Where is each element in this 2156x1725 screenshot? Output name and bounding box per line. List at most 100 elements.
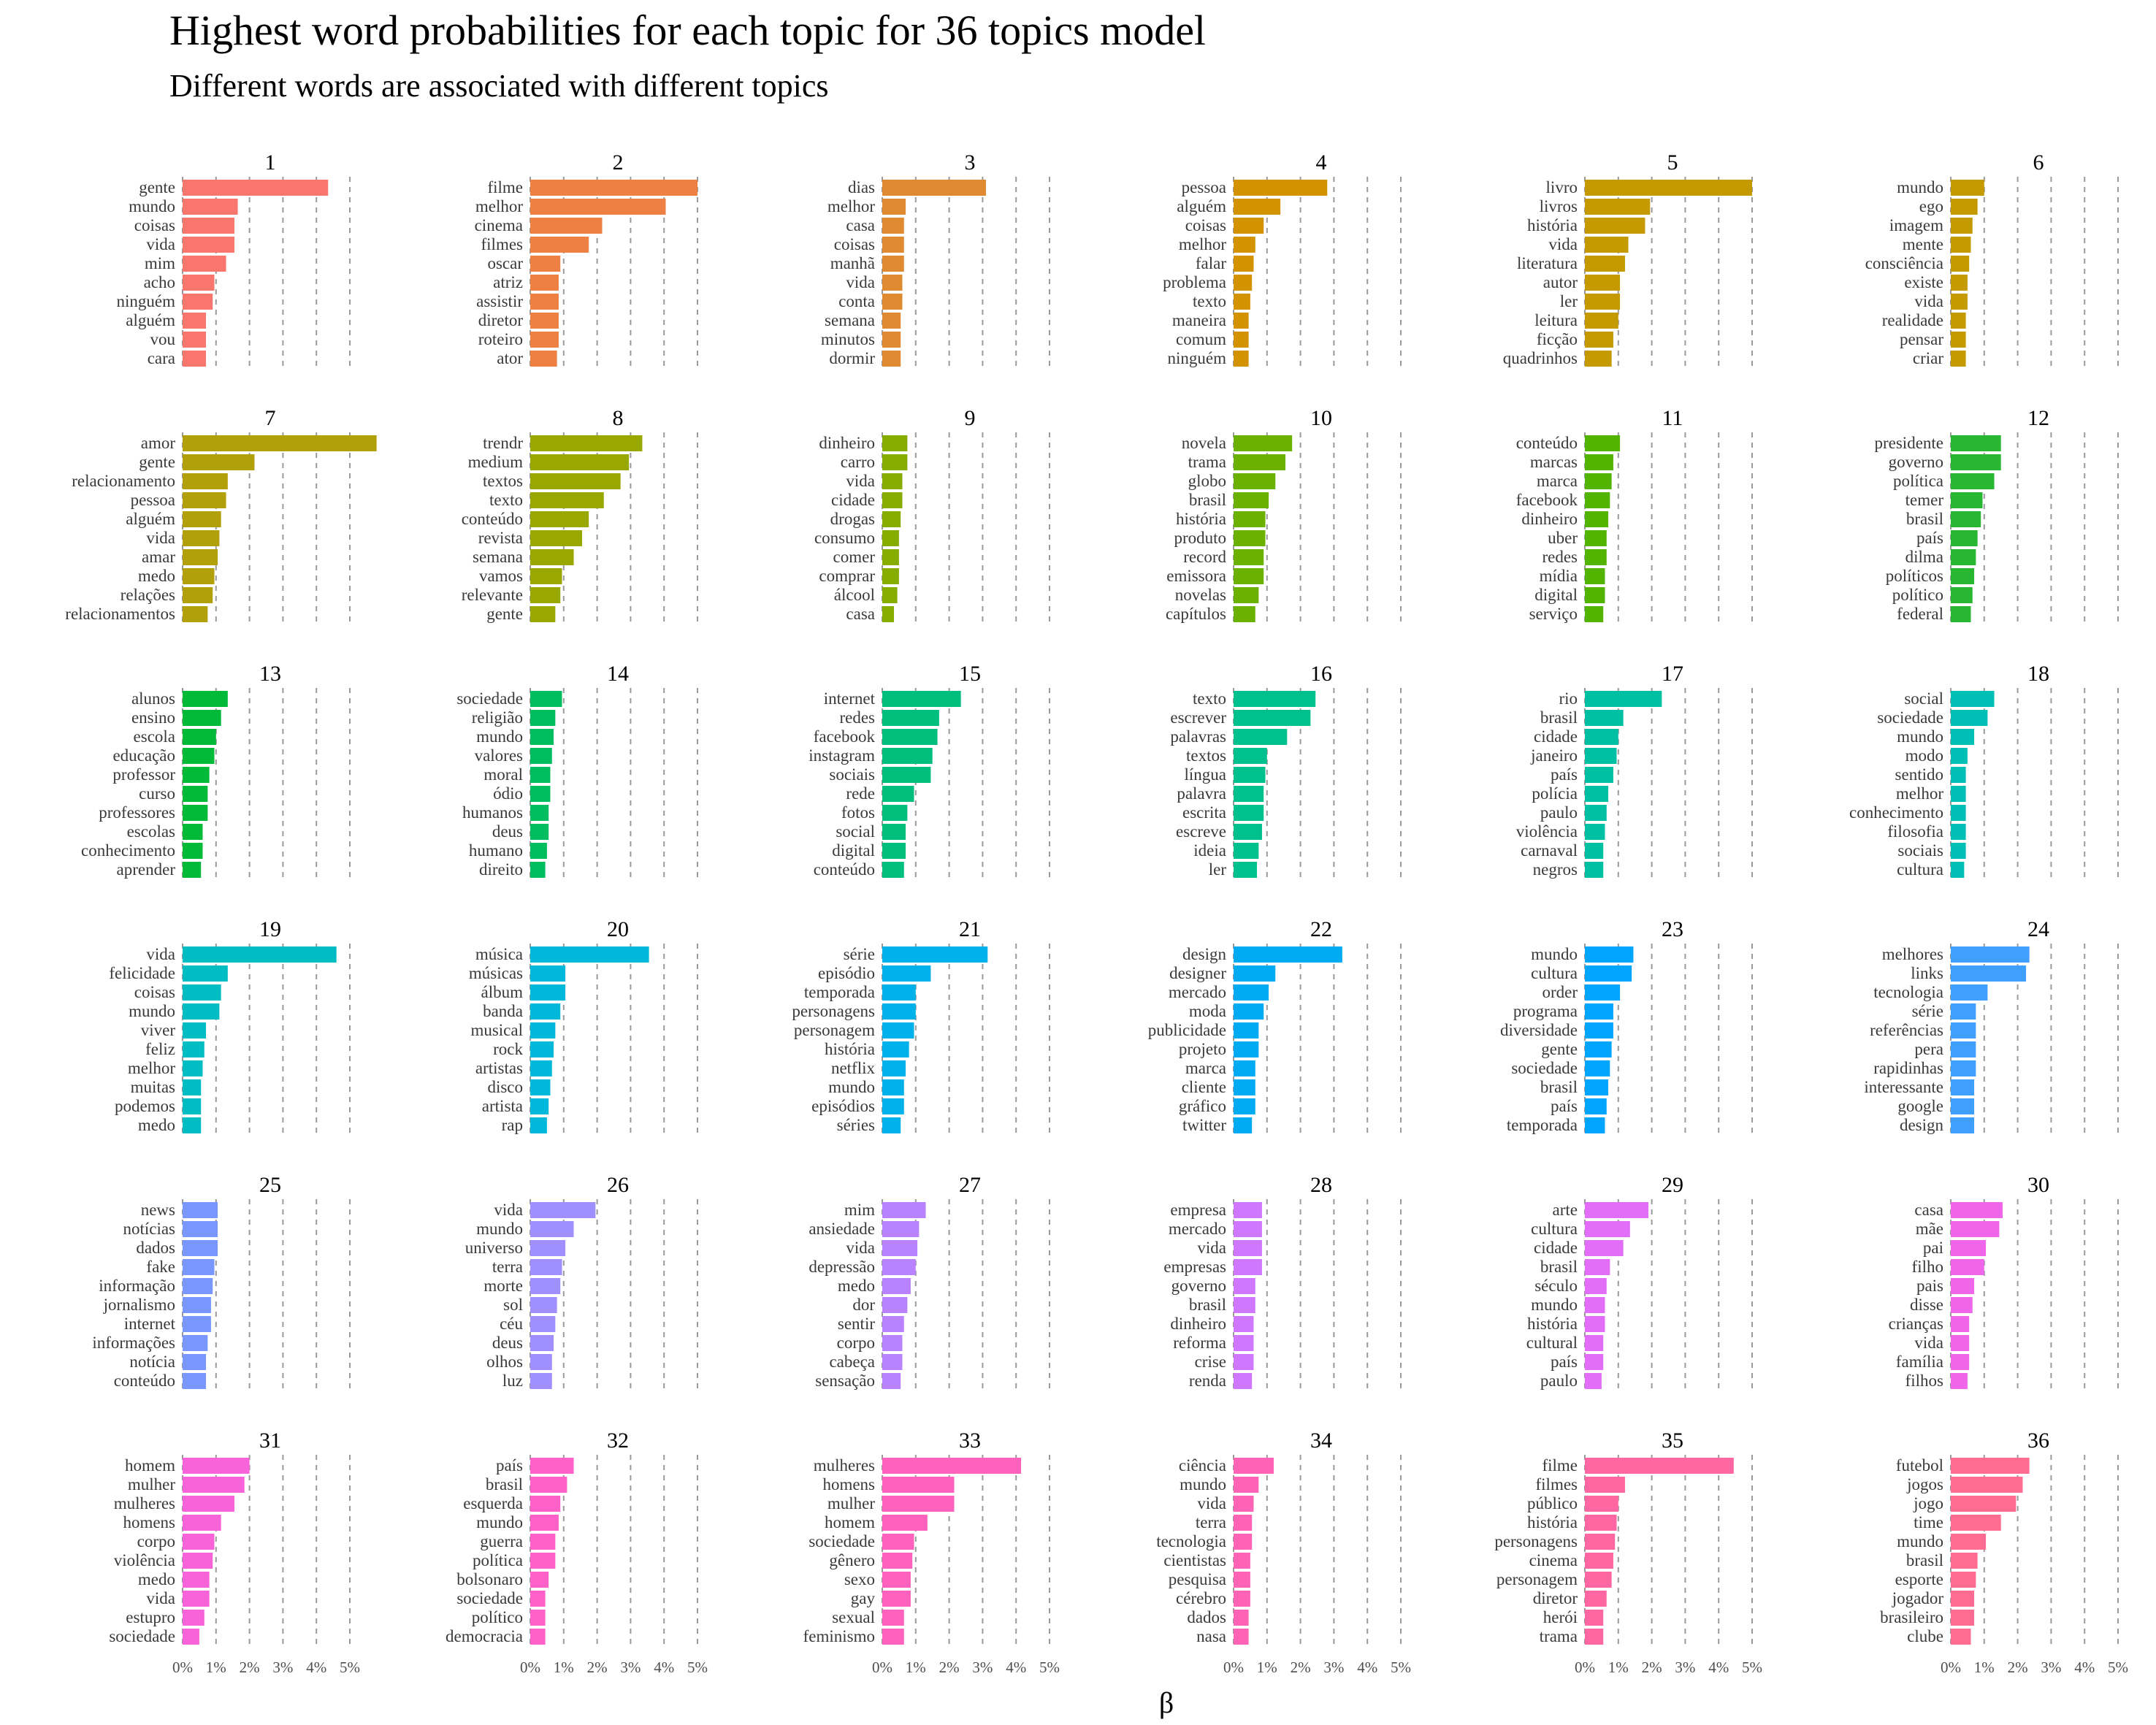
bar — [1585, 1591, 1607, 1607]
word-label: melhor — [128, 1059, 175, 1077]
word-label: casa — [846, 216, 875, 234]
bar — [1234, 1316, 1254, 1332]
x-tick-label: 1% — [1608, 1659, 1629, 1676]
word-label: escola — [134, 727, 175, 746]
word-label: filme — [487, 178, 523, 196]
word-label: temporada — [1507, 1116, 1578, 1134]
word-label: vida — [1914, 292, 1943, 310]
word-label: mulher — [128, 1475, 175, 1493]
word-label: comprar — [819, 567, 875, 585]
facet-panel-16: 16 textoescreverpalavrastextoslínguapalav… — [1170, 662, 1402, 881]
facet-panel-20: 20músicamúsicasálbumbandamusicalrockarti… — [469, 917, 698, 1136]
word-label: mundo — [1897, 178, 1943, 196]
word-label: comum — [1176, 330, 1226, 348]
word-label: sociedade — [456, 689, 523, 708]
word-label: cultura — [1897, 860, 1943, 879]
word-label: brasileiro — [1880, 1608, 1943, 1626]
word-label: sexual — [832, 1608, 875, 1626]
word-label: mercado — [1169, 983, 1226, 1001]
bar — [882, 1022, 914, 1039]
word-label: brasil — [1540, 708, 1578, 727]
word-label: olhos — [486, 1353, 523, 1371]
word-label: sentido — [1895, 765, 1943, 784]
word-label: relações — [121, 586, 175, 604]
word-label: carro — [841, 453, 875, 471]
bar — [1234, 984, 1269, 1001]
x-tick-label: 1% — [1257, 1659, 1277, 1676]
bar — [1951, 1515, 2001, 1531]
bar — [882, 511, 901, 527]
bar — [530, 1098, 549, 1114]
word-label: relevante — [462, 586, 523, 604]
facet-title: 35 — [1662, 1428, 1683, 1453]
bar — [1951, 748, 1968, 764]
word-label: alunos — [131, 689, 175, 708]
bar — [1951, 1060, 1976, 1076]
bar — [530, 294, 559, 310]
word-label: sociais — [1897, 841, 1943, 860]
facet-panel-34: 34 ciênciamundovidaterratecnologiacientis… — [1156, 1428, 1411, 1676]
facet-panel-18: 18socialsociedademundomodosentidomelhorc… — [1849, 662, 2119, 881]
facet-title: 25 — [259, 1173, 281, 1197]
word-label: digital — [1534, 586, 1578, 604]
word-label: dinheiro — [819, 434, 875, 452]
bar — [1585, 351, 1612, 367]
bar — [1951, 786, 1966, 802]
facet-title: 5 — [1667, 150, 1678, 175]
facet-title: 1 — [264, 150, 275, 175]
word-label: serviço — [1529, 605, 1578, 623]
bar — [530, 454, 630, 470]
bar — [882, 1202, 926, 1218]
word-label: governo — [1889, 453, 1943, 471]
word-label: carnaval — [1521, 841, 1578, 860]
bar — [183, 587, 213, 603]
word-label: capítulos — [1166, 605, 1226, 623]
word-label: século — [1534, 1277, 1578, 1295]
word-label: conhecimento — [1849, 803, 1943, 822]
facet-panel-32: 32 paísbrasilesquerdamundoguerrapolíticab… — [446, 1428, 708, 1676]
word-label: episódio — [818, 964, 875, 982]
bar — [1234, 1003, 1264, 1020]
bar — [183, 843, 203, 859]
bar — [1585, 805, 1607, 821]
bar — [1585, 1373, 1602, 1389]
word-label: ciência — [1179, 1456, 1226, 1475]
bar — [1234, 351, 1249, 367]
bar — [183, 1534, 215, 1550]
word-label: língua — [1185, 765, 1227, 784]
facet-title: 10 — [1310, 406, 1332, 430]
x-tick-label: 4% — [1708, 1659, 1729, 1676]
bar — [1951, 1022, 1976, 1039]
x-tick-label: 5% — [1039, 1659, 1060, 1676]
bar — [1951, 1297, 1973, 1313]
facet-panel-15: 15 internetredesfacebookinstagramsociaisr… — [808, 662, 1050, 881]
bar — [1234, 824, 1262, 840]
bar — [1951, 1354, 1970, 1370]
word-label: cinema — [475, 216, 523, 234]
word-label: melhor — [1896, 784, 1943, 803]
bar — [1585, 710, 1624, 726]
bar — [1951, 824, 1966, 840]
word-label: filho — [1912, 1258, 1943, 1276]
word-label: país — [1551, 1353, 1578, 1371]
bar — [882, 1572, 911, 1588]
bar — [1234, 1335, 1254, 1351]
bar — [530, 786, 551, 802]
bar — [183, 1477, 245, 1493]
word-label: mundo — [828, 1078, 875, 1096]
word-label: artista — [482, 1097, 523, 1115]
bar — [1234, 313, 1249, 329]
word-label: polícia — [1532, 784, 1578, 803]
word-label: consumo — [814, 529, 875, 547]
word-label: álcool — [834, 586, 875, 604]
word-label: educação — [112, 746, 175, 765]
bar — [882, 256, 904, 272]
word-label: vida — [846, 273, 875, 291]
x-tick-label: 0% — [872, 1659, 892, 1676]
word-label: ficção — [1537, 330, 1578, 348]
word-label: democracia — [446, 1627, 523, 1645]
word-label: diversidade — [1500, 1021, 1578, 1039]
bar — [1585, 275, 1621, 291]
word-label: deus — [492, 1334, 523, 1352]
